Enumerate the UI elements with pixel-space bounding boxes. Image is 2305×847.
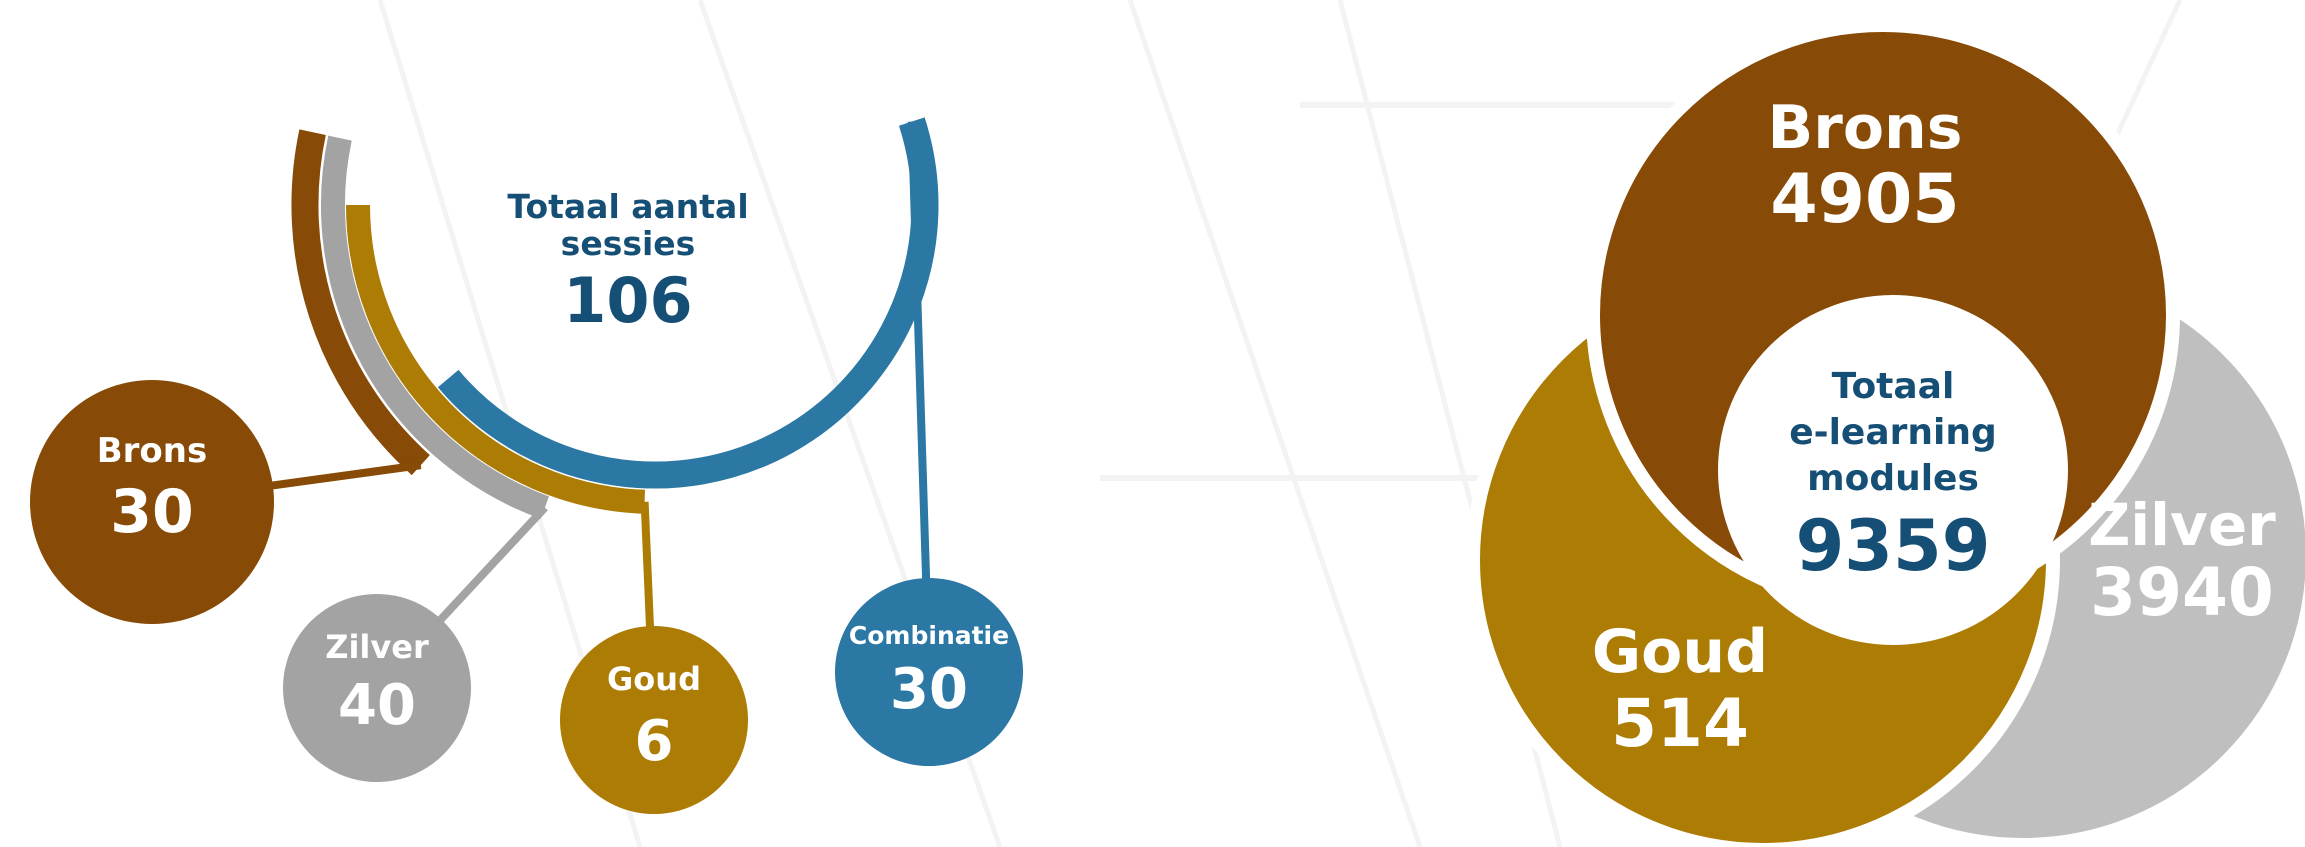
sessions-bubble-brons <box>30 380 274 624</box>
elearning-center-hub <box>1718 295 2068 645</box>
sessions-label-goud: Goud <box>607 660 701 698</box>
sessions-arc-goud <box>346 204 646 514</box>
sessions-arc-zilver <box>321 135 550 519</box>
sessions-value-brons: 30 <box>110 477 194 547</box>
sessions-bubble-combinatie <box>835 578 1023 766</box>
sessions-value-combinatie: 30 <box>890 657 968 722</box>
sessions-arcs <box>291 117 939 519</box>
elearning-center-title-line-2: e-learning <box>1789 412 1997 453</box>
sessions-value-zilver: 40 <box>338 673 416 738</box>
sessions-arc-combinatie <box>437 117 939 489</box>
sessions-bubble-goud <box>560 626 748 814</box>
elearning-value-goud: 514 <box>1611 685 1749 762</box>
elearning-value-zilver: 3940 <box>2090 554 2274 631</box>
elearning-label-brons: Brons <box>1768 93 1963 163</box>
sessions-bubble-zilver <box>283 594 471 782</box>
elearning-value-brons: 4905 <box>1770 160 1959 239</box>
elearning-label-goud: Goud <box>1592 617 1768 687</box>
sessions-center-title-line-2: sessies <box>561 224 696 263</box>
bg-stripe <box>1127 0 1423 847</box>
sessions-label-brons: Brons <box>97 431 207 471</box>
sessions-label-combinatie: Combinatie <box>849 621 1009 650</box>
sessions-center-total: 106 <box>563 264 692 337</box>
elearning-label-zilver: Zilver <box>2088 491 2276 559</box>
sessions-label-zilver: Zilver <box>325 628 429 666</box>
sessions-chart: Brons 30 Zilver 40 Goud 6 Combinatie 30 Totaal … <box>30 117 1023 814</box>
sessions-bubbles: Brons 30 Zilver 40 Goud 6 Combinatie 30 <box>30 380 1023 814</box>
sessions-value-goud: 6 <box>635 709 674 774</box>
elearning-segments <box>1466 18 2305 847</box>
elearning-center-title-line-3: modules <box>1807 458 1979 499</box>
sessions-arc-brons <box>291 129 430 476</box>
elearning-center-total: 9359 <box>1796 505 1991 587</box>
sessions-center-title-line-1: Totaal aantal <box>507 187 748 226</box>
elearning-center-title-line-1: Totaal <box>1832 366 1955 407</box>
